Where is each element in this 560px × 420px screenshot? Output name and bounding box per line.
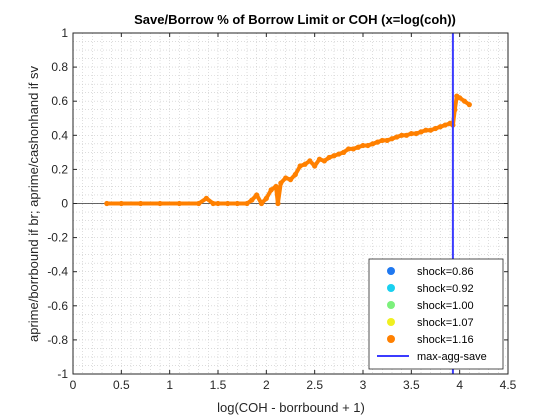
legend-marker [387,284,395,292]
data-point [384,137,390,144]
data-point [365,142,371,149]
data-point [336,151,342,157]
y-tick-label: 1 [61,26,68,40]
data-point [326,154,332,161]
y-tick-label: -1 [57,367,68,381]
data-point [138,200,144,207]
data-point [374,139,381,145]
data-point [225,200,231,207]
y-tick-label: 0 [61,197,68,211]
legend-marker [387,335,395,343]
data-point [355,144,361,150]
data-point [389,136,395,142]
data-point [287,177,294,183]
x-tick-label: 3.5 [403,378,420,392]
data-point [292,171,298,178]
data-point [244,200,250,207]
data-point [268,187,274,193]
data-point [176,200,182,207]
data-point [297,163,303,169]
x-tick-label: 0.5 [113,378,130,392]
y-tick-label: -0.8 [47,333,68,347]
data-point [403,132,410,138]
data-point [275,200,281,207]
data-point [254,192,260,198]
data-point [258,200,265,207]
data-point [418,129,424,135]
data-point [302,161,308,167]
data-point [273,183,279,190]
legend: shock=0.86 shock=0.92 shock=1.00 shock=1.07… [368,258,504,370]
y-tick-label: 0.4 [51,128,68,142]
legend-marker [387,267,395,275]
x-axis-label: log(COH - borrbound + 1) [217,400,365,415]
x-tick-label: 4 [456,378,463,392]
legend-label: max-agg-save [417,351,487,363]
grid [73,33,508,374]
y-tick-label: 0.6 [51,94,68,108]
data-point [370,141,376,147]
data-points [104,93,472,207]
y-tick-label: -0.2 [47,231,68,245]
data-point [283,175,289,181]
y-tick-label: 0.8 [51,60,68,74]
legend-label: shock=1.00 [417,300,474,312]
data-point [466,102,472,108]
data-point [157,200,163,207]
x-tick-label: 1 [166,378,173,392]
data-point [360,142,366,149]
data-point [321,158,327,164]
data-point [423,127,429,133]
data-point [316,156,323,162]
data-point [104,200,110,207]
y-tick-label: -0.6 [47,299,68,313]
chart-title: Save/Borrow % of Borrow Limit or COH (x=… [134,12,456,27]
data-point [196,200,202,207]
data-point [278,180,284,186]
x-tick-label: 4.5 [500,378,517,392]
data-point [341,149,347,155]
legend-label: shock=0.86 [417,266,474,278]
data-point [413,130,419,137]
data-point [457,95,463,101]
data-point [432,125,439,132]
legend-marker [387,301,395,309]
data-point [263,195,269,201]
legend-marker [387,318,395,326]
data-point [345,146,352,152]
data-point [203,195,209,201]
data-point [442,122,448,128]
legend-label: shock=1.07 [417,317,474,329]
y-tick-label: -0.4 [47,265,68,279]
data-point [312,163,318,169]
x-tick-label: 2.5 [306,378,323,392]
x-tick-label: 0 [70,378,77,392]
legend-box [368,258,504,370]
data-point [307,158,313,164]
data-point [408,130,414,137]
y-tick-label: 0.2 [51,162,68,176]
data-point [437,124,443,130]
data-point [399,132,405,138]
data-point [394,134,400,140]
data-point [234,200,240,207]
legend-label: shock=1.16 [417,334,474,346]
x-tick-label: 3 [360,378,367,392]
data-point [118,200,124,207]
y-axis-label: aprime/borrbound if br; aprime/cashonhan… [26,65,41,342]
x-axis-ticks: 0 0.5 1 1.5 2 2.5 3 3.5 4 4.5 [70,33,517,392]
data-point [350,146,356,152]
data-point [210,200,216,207]
legend-label: shock=0.92 [417,283,474,295]
y-axis-ticks: -1 -0.8 -0.6 -0.4 -0.2 0 0.2 0.4 0.6 0.8 1 [47,26,508,381]
x-tick-label: 2 [263,378,270,392]
data-point [379,137,385,144]
data-point [331,153,337,159]
data-point [428,127,434,133]
data-point [461,98,468,104]
data-point [215,200,221,207]
data-point [249,197,255,203]
x-tick-label: 1.5 [210,378,227,392]
